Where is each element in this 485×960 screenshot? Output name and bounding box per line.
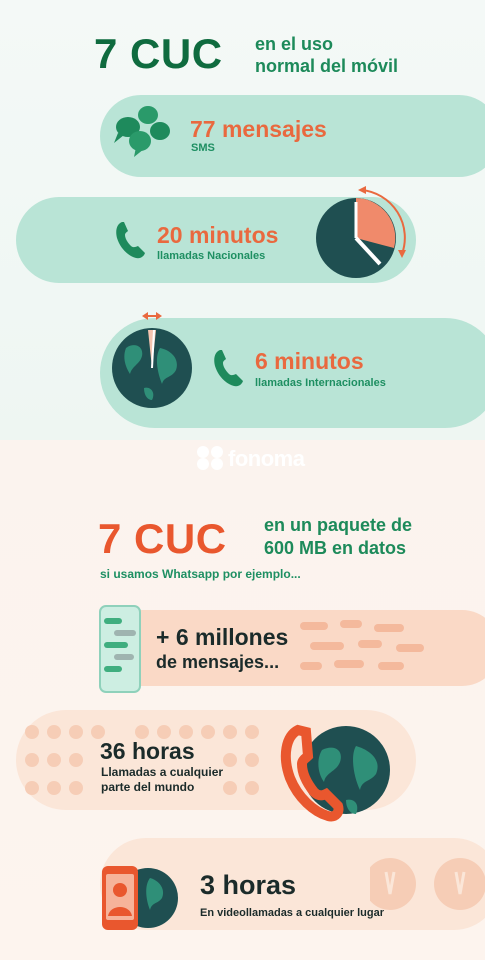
globe-clock-icon	[104, 308, 204, 414]
brand-name: fonoma	[228, 446, 305, 471]
international-label: llamadas Internacionales	[255, 377, 386, 389]
message-bars-pattern	[300, 618, 460, 674]
calls-label-line1: Llamadas a cualquier	[101, 765, 224, 779]
national-value: 20 minutos	[157, 222, 279, 248]
sms-value: 77 mensajes	[190, 116, 327, 142]
bottom-caption-line2: 600 MB en datos	[264, 538, 407, 558]
calls-value: 36 horas	[100, 738, 195, 764]
globe-phone-icon	[276, 716, 402, 824]
national-label: llamadas Nacionales	[157, 250, 266, 262]
bottom-price: 7 CUC	[98, 515, 227, 562]
international-value: 6 minutos	[255, 348, 364, 374]
top-price: 7 CUC	[94, 30, 223, 77]
fonoma-logo-icon	[196, 445, 224, 471]
phone-icon	[212, 348, 244, 388]
top-caption-line2: normal del móvil	[255, 56, 399, 76]
phone-pattern	[22, 722, 262, 800]
messages-value-line1: + 6 millones	[156, 624, 289, 650]
sms-label: SMS	[191, 142, 215, 154]
bottom-caption-line3: si usamos Whatsapp por ejemplo...	[100, 567, 301, 581]
smartphone-chat-icon	[98, 604, 144, 694]
top-caption-line1: en el uso	[255, 34, 334, 54]
chat-bubbles-icon	[108, 103, 174, 161]
pattern-shapes	[370, 850, 485, 920]
calls-label-line2: parte del mundo	[101, 780, 195, 794]
video-phone-icon	[96, 860, 180, 936]
phone-icon	[114, 220, 146, 260]
video-label: En videollamadas a cualquier lugar	[200, 907, 385, 919]
video-value: 3 horas	[200, 870, 297, 900]
clock-icon	[306, 184, 410, 288]
bottom-caption-line1: en un paquete de	[264, 515, 413, 535]
messages-value-line2: de mensajes...	[156, 652, 280, 672]
